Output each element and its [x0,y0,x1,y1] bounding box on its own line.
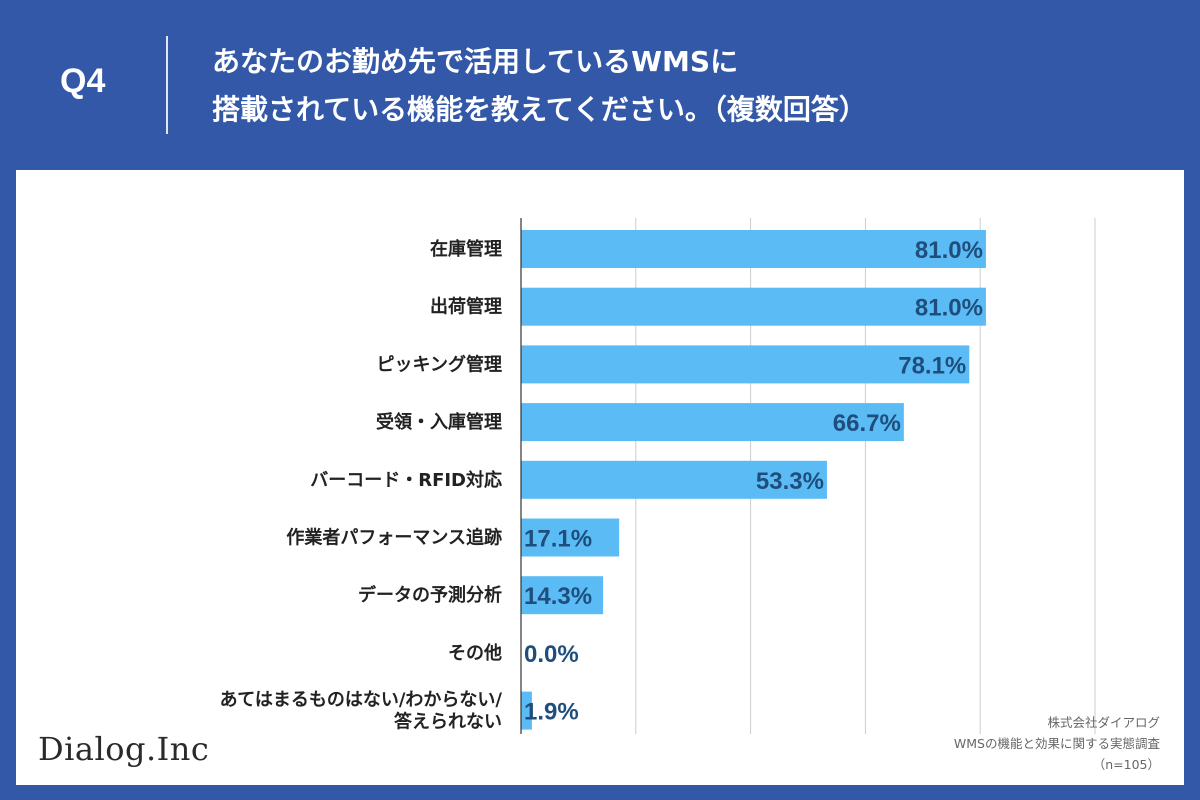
value-label: 1.9% [524,699,579,726]
bar [521,691,532,730]
bar [521,576,604,615]
category-label: 作業者パフォーマンス追跡 [286,527,502,549]
category-label: 出荷管理 [430,296,502,318]
value-label: 53.3% [756,468,824,495]
value-label: 81.0% [915,295,983,322]
question-title-line-2: 搭載されている機能を教えてください。（複数回答） [212,93,867,126]
bar [521,460,827,499]
value-label: 81.0% [915,237,983,264]
category-label: 在庫管理 [430,238,502,260]
category-label: ピッキング管理 [377,353,502,375]
category-label: データの予測分析 [358,584,502,606]
sample-size: （n=105） [1092,757,1160,772]
bar [521,518,620,557]
value-label: 14.3% [524,583,592,610]
source-company: 株式会社ダイアログ [1047,715,1160,730]
bar [521,345,970,384]
value-label: 66.7% [833,410,901,437]
category-label: バーコード・RFID対応 [310,469,502,491]
bar [521,230,986,268]
header-divider [166,36,168,134]
bar [521,287,986,326]
value-label: 17.1% [524,526,592,553]
question-title-line-1: あなたのお勤め先で活用しているWMSに [212,45,739,78]
source-survey: WMSの機能と効果に関する実態調査 [953,736,1160,751]
survey-source: 株式会社ダイアログ WMSの機能と効果に関する実態調査 （n=105） [840,712,1160,775]
category-label: 受領・入庫管理 [376,411,502,433]
value-label: 78.1% [898,352,966,379]
bar [521,403,904,442]
question-title: あなたのお勤め先で活用しているWMSに 搭載されている機能を教えてください。（複… [212,38,1172,134]
category-label: その他 [448,642,502,664]
value-label: 0.0% [524,641,579,668]
category-label: あてはまるものはない/わからない/答えられない [220,690,503,733]
header-banner: Q4 あなたのお勤め先で活用しているWMSに 搭載されている機能を教えてください… [0,0,1200,170]
question-number: Q4 [60,62,106,100]
company-logo: Dialog.Inc [38,730,210,768]
